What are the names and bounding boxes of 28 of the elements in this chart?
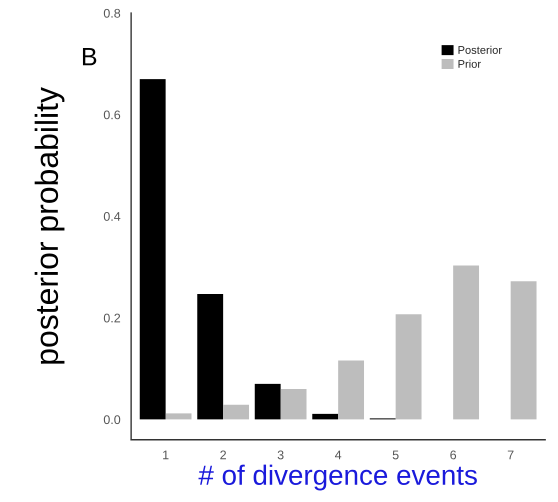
y-tick-label: 0.8 bbox=[104, 8, 120, 18]
x-axis-title: # of divergence events bbox=[198, 464, 477, 490]
x-tick-label: 4 bbox=[334, 450, 342, 460]
y-tick-label: 0.2 bbox=[104, 314, 120, 322]
x-tick-label: 5 bbox=[392, 450, 399, 460]
bar bbox=[223, 404, 250, 420]
bar bbox=[453, 266, 480, 420]
bar bbox=[338, 360, 364, 420]
x-tick-label: 6 bbox=[450, 450, 456, 460]
bar bbox=[254, 384, 281, 420]
x-tick-label: 1 bbox=[163, 450, 168, 460]
bar bbox=[510, 281, 537, 420]
y-tick-label: 0.0 bbox=[104, 415, 120, 424]
text: B bbox=[82, 48, 96, 66]
y-axis-title: posterior probability bbox=[34, 87, 64, 364]
bar bbox=[197, 294, 224, 420]
legend-label: Posterior bbox=[458, 46, 502, 54]
bar bbox=[396, 314, 422, 420]
x-tick-label: 2 bbox=[220, 450, 226, 460]
x-tick-label: 7 bbox=[508, 450, 514, 460]
y-tick-label: 0.6 bbox=[104, 110, 120, 120]
bar bbox=[312, 414, 338, 420]
bar bbox=[140, 79, 166, 420]
legend-label: Prior bbox=[458, 60, 481, 68]
bar bbox=[166, 413, 192, 420]
y-tick-label: 0.4 bbox=[104, 212, 120, 221]
x-tick-label: 3 bbox=[278, 450, 284, 460]
bar bbox=[280, 388, 307, 420]
